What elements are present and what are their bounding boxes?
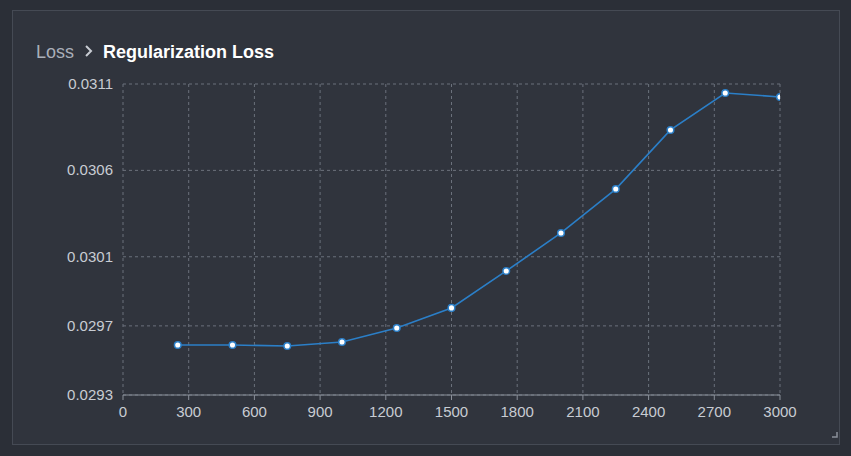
x-tick (188, 395, 189, 400)
y-tick-label: 0.0297 (67, 317, 113, 334)
point[interactable] (393, 325, 400, 332)
point[interactable] (558, 230, 565, 237)
x-tick (517, 395, 518, 400)
point[interactable] (339, 339, 346, 346)
x-tick-label: 3000 (763, 403, 796, 420)
x-tick (320, 395, 321, 400)
x-grid-line (517, 84, 518, 395)
x-tick-label: 2400 (632, 403, 665, 420)
x-grid-line (648, 84, 649, 395)
line (178, 93, 780, 346)
x-grid-line (320, 84, 321, 395)
x-tick-label: 1200 (369, 403, 402, 420)
x-tick (582, 395, 583, 400)
title: Regularization Loss (103, 42, 274, 62)
x-tick-label: 1800 (501, 403, 534, 420)
x-grid-line (451, 84, 452, 395)
x-grid-line (385, 84, 386, 395)
x-tick (385, 395, 386, 400)
x-tick-label: 1500 (435, 403, 468, 420)
point[interactable] (448, 305, 455, 312)
x-tick (780, 395, 781, 400)
x-tick-label: 2100 (566, 403, 599, 420)
x-tick-label: 600 (242, 403, 267, 420)
y-tick-label: 0.0293 (67, 386, 113, 403)
root: Loss Regularization Loss 0.0293 0.0297 0.030… (0, 0, 851, 456)
y-tick-label: 0.0306 (67, 161, 113, 178)
panel (13, 11, 840, 445)
point[interactable] (722, 90, 729, 97)
point[interactable] (777, 94, 780, 101)
chevron (86, 46, 91, 56)
x-tick-label: 900 (308, 403, 333, 420)
x-grid-line (714, 84, 715, 395)
y-tick-label: 0.0311 (68, 75, 113, 92)
x-tick (451, 395, 452, 400)
point[interactable] (503, 268, 510, 275)
y-grid-line (123, 256, 780, 257)
x-grid-line (780, 84, 781, 395)
x-tick-label: 0 (119, 403, 127, 420)
y-tick-label: 0.0301 (67, 248, 113, 265)
x-tick (648, 395, 649, 400)
x-tick (123, 395, 124, 400)
background (0, 0, 851, 456)
grid (123, 84, 780, 395)
x-tick (254, 395, 255, 400)
x-tick-label: 300 (176, 403, 201, 420)
section-label: Loss (36, 42, 74, 62)
point[interactable] (229, 342, 236, 349)
x-axis (123, 395, 780, 396)
point[interactable] (612, 186, 619, 193)
resize-handle[interactable] (832, 432, 837, 437)
point[interactable] (284, 343, 291, 350)
x-grid-line (188, 84, 189, 395)
x-grid-line (582, 84, 583, 395)
chart: Loss Regularization Loss 0.0293 0.0297 0.030… (0, 0, 851, 456)
point[interactable] (174, 342, 181, 349)
point[interactable] (667, 127, 674, 134)
series (174, 90, 780, 350)
x-grid-line (123, 84, 124, 395)
x-grid-line (254, 84, 255, 395)
y-grid-line (123, 395, 780, 396)
x-tick (714, 395, 715, 400)
x-tick-label: 2700 (698, 403, 731, 420)
